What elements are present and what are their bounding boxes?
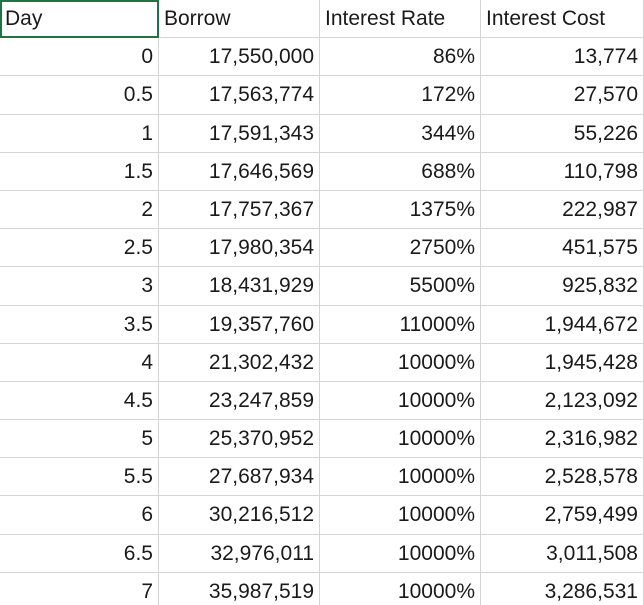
table-cell-interest-rate[interactable]: 86% bbox=[320, 38, 481, 77]
table-cell-day[interactable]: 0.5 bbox=[0, 76, 159, 115]
table-cell-day[interactable]: 2.5 bbox=[0, 229, 159, 268]
table-cell-borrow[interactable]: 17,980,354 bbox=[159, 229, 320, 268]
table-cell-interest-rate[interactable]: 1375% bbox=[320, 190, 481, 230]
header-cell-day[interactable]: Day bbox=[0, 0, 159, 39]
table-cell-interest-cost[interactable]: 1,944,672 bbox=[481, 305, 644, 344]
table-cell-day[interactable]: 1 bbox=[0, 114, 159, 153]
table-cell-interest-cost[interactable]: 2,528,578 bbox=[481, 458, 644, 497]
table-cell-interest-rate[interactable]: 10000% bbox=[320, 534, 481, 573]
table-cell-interest-rate[interactable]: 10000% bbox=[320, 343, 481, 382]
table-cell-borrow[interactable]: 23,247,859 bbox=[159, 381, 320, 421]
table-cell-borrow[interactable]: 32,976,011 bbox=[159, 534, 320, 573]
table-cell-interest-cost[interactable]: 2,759,499 bbox=[481, 496, 644, 535]
table-cell-borrow[interactable]: 25,370,952 bbox=[159, 420, 320, 459]
table-cell-borrow[interactable]: 17,550,000 bbox=[159, 38, 320, 77]
table-cell-day[interactable]: 5.5 bbox=[0, 458, 159, 497]
table-cell-interest-rate[interactable]: 10000% bbox=[320, 572, 481, 605]
table-cell-interest-rate[interactable]: 2750% bbox=[320, 229, 481, 268]
table-cell-day[interactable]: 6 bbox=[0, 496, 159, 535]
header-cell-interest-rate[interactable]: Interest Rate bbox=[320, 0, 481, 39]
table-cell-day[interactable]: 7 bbox=[0, 572, 159, 605]
table-cell-interest-rate[interactable]: 688% bbox=[320, 152, 481, 191]
table-cell-interest-cost[interactable]: 55,226 bbox=[481, 114, 644, 153]
table-cell-interest-rate[interactable]: 5500% bbox=[320, 267, 481, 306]
table-cell-day[interactable]: 6.5 bbox=[0, 534, 159, 573]
table-cell-interest-cost[interactable]: 2,316,982 bbox=[481, 420, 644, 459]
table-cell-interest-cost[interactable]: 110,798 bbox=[481, 152, 644, 191]
table-cell-interest-rate[interactable]: 10000% bbox=[320, 420, 481, 459]
table-cell-interest-rate[interactable]: 10000% bbox=[320, 381, 481, 421]
table-cell-day[interactable]: 5 bbox=[0, 420, 159, 459]
table-cell-interest-cost[interactable]: 3,011,508 bbox=[481, 534, 644, 573]
table-cell-day[interactable]: 4 bbox=[0, 343, 159, 382]
table-cell-interest-rate[interactable]: 11000% bbox=[320, 305, 481, 344]
table-cell-borrow[interactable]: 17,757,367 bbox=[159, 190, 320, 230]
table-cell-interest-cost[interactable]: 2,123,092 bbox=[481, 381, 644, 421]
table-cell-interest-rate[interactable]: 172% bbox=[320, 76, 481, 115]
table-cell-interest-cost[interactable]: 13,774 bbox=[481, 38, 644, 77]
table-cell-interest-cost[interactable]: 222,987 bbox=[481, 190, 644, 230]
table-cell-borrow[interactable]: 27,687,934 bbox=[159, 458, 320, 497]
header-cell-borrow[interactable]: Borrow bbox=[159, 0, 320, 39]
table-cell-borrow[interactable]: 17,563,774 bbox=[159, 76, 320, 115]
table-cell-day[interactable]: 2 bbox=[0, 190, 159, 230]
table-cell-borrow[interactable]: 17,646,569 bbox=[159, 152, 320, 191]
table-cell-borrow[interactable]: 35,987,519 bbox=[159, 572, 320, 605]
table-cell-interest-rate[interactable]: 344% bbox=[320, 114, 481, 153]
table-cell-day[interactable]: 3.5 bbox=[0, 305, 159, 344]
header-cell-interest-cost[interactable]: Interest Cost bbox=[481, 0, 644, 39]
table-cell-borrow[interactable]: 18,431,929 bbox=[159, 267, 320, 306]
table-cell-interest-rate[interactable]: 10000% bbox=[320, 496, 481, 535]
table-cell-borrow[interactable]: 17,591,343 bbox=[159, 114, 320, 153]
table-cell-interest-cost[interactable]: 3,286,531 bbox=[481, 572, 644, 605]
table-cell-interest-cost[interactable]: 925,832 bbox=[481, 267, 644, 306]
table-cell-day[interactable]: 0 bbox=[0, 38, 159, 77]
table-cell-interest-cost[interactable]: 451,575 bbox=[481, 229, 644, 268]
table-cell-interest-rate[interactable]: 10000% bbox=[320, 458, 481, 497]
table-cell-day[interactable]: 3 bbox=[0, 267, 159, 306]
table-cell-borrow[interactable]: 19,357,760 bbox=[159, 305, 320, 344]
table-cell-borrow[interactable]: 21,302,432 bbox=[159, 343, 320, 382]
table-cell-borrow[interactable]: 30,216,512 bbox=[159, 496, 320, 535]
table-cell-day[interactable]: 1.5 bbox=[0, 152, 159, 191]
table-cell-interest-cost[interactable]: 1,945,428 bbox=[481, 343, 644, 382]
table-cell-interest-cost[interactable]: 27,570 bbox=[481, 76, 644, 115]
table-cell-day[interactable]: 4.5 bbox=[0, 381, 159, 421]
